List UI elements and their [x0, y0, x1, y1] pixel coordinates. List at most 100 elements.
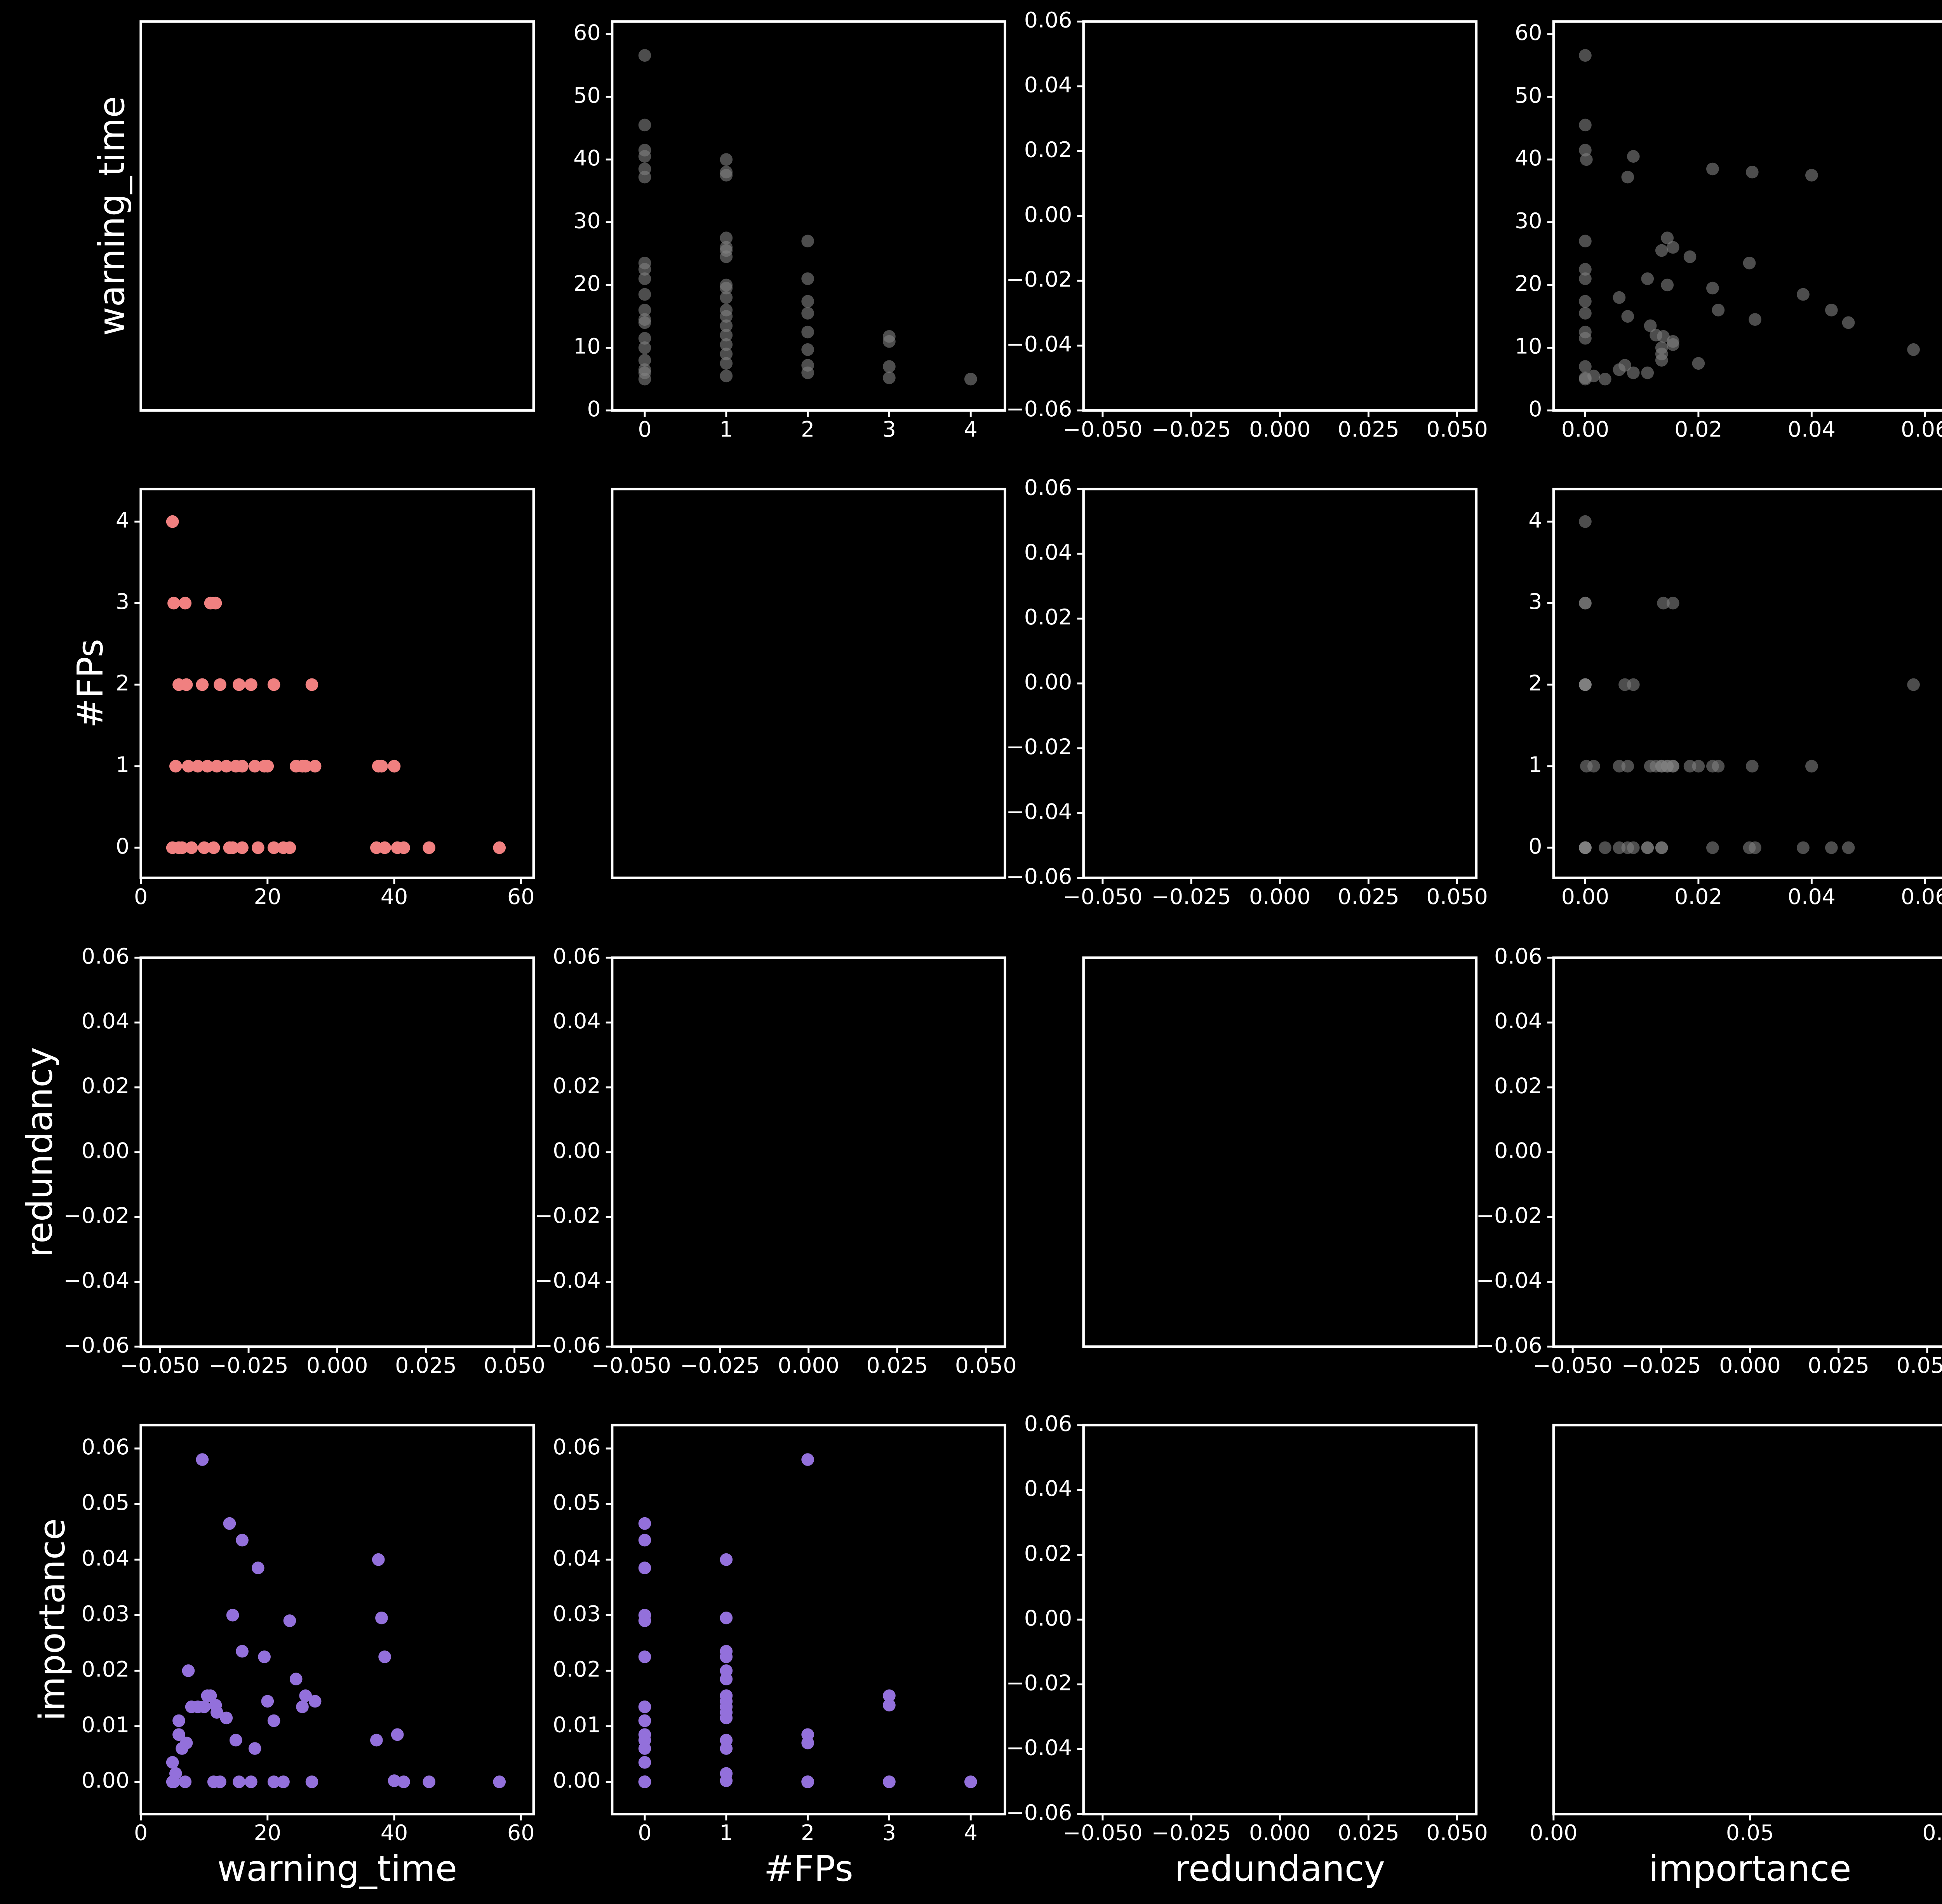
- y-tick-label: 20: [573, 271, 601, 296]
- point: [296, 1700, 309, 1713]
- x-tick-label: 60: [507, 885, 535, 909]
- point: [1749, 313, 1761, 326]
- x-tick-label: 0.04: [1788, 885, 1836, 909]
- point: [1641, 272, 1654, 285]
- point: [236, 1534, 249, 1547]
- point: [372, 1553, 385, 1566]
- y-tick-label: 40: [1515, 146, 1542, 171]
- point: [964, 372, 977, 386]
- point: [1805, 760, 1818, 773]
- point: [720, 338, 733, 351]
- point: [220, 760, 233, 773]
- point: [1613, 363, 1626, 376]
- x-tick-label: 0.025: [1338, 885, 1399, 909]
- axes-frame: [1082, 20, 1478, 412]
- x-tick-label: 40: [381, 1821, 408, 1846]
- x-tick-label: 0.050: [1426, 885, 1488, 909]
- point: [169, 1767, 182, 1780]
- point: [1692, 357, 1705, 370]
- point: [720, 1774, 733, 1787]
- point: [493, 841, 506, 854]
- point: [1842, 316, 1855, 329]
- point: [638, 1756, 651, 1769]
- point: [210, 760, 223, 773]
- point: [172, 1714, 185, 1727]
- point: [883, 1689, 896, 1702]
- point: [638, 1517, 651, 1530]
- point: [233, 1775, 245, 1788]
- point: [378, 1650, 391, 1663]
- x-tick-label: 0.050: [1426, 1821, 1488, 1846]
- point: [277, 1775, 290, 1788]
- point: [397, 841, 410, 854]
- y-tick-label: 10: [1515, 334, 1542, 359]
- point: [1644, 319, 1657, 332]
- point: [1706, 760, 1719, 773]
- y-tick-label: 0.06: [553, 1435, 600, 1460]
- point: [261, 1695, 274, 1708]
- x-tick-label: 0: [638, 417, 651, 442]
- point: [236, 1645, 249, 1658]
- x-tick-label: 1: [719, 1821, 733, 1846]
- y-tick-label: 60: [573, 21, 601, 45]
- point: [638, 1714, 651, 1727]
- point: [801, 295, 814, 308]
- point: [638, 162, 651, 176]
- point: [370, 1734, 383, 1747]
- point: [720, 357, 733, 370]
- point: [1797, 841, 1810, 854]
- x-tick-label: 0.06: [1901, 417, 1942, 442]
- point: [1661, 231, 1674, 245]
- x-tick-label: 60: [507, 1821, 535, 1846]
- point: [638, 332, 651, 345]
- point: [1579, 841, 1592, 854]
- point: [252, 841, 265, 854]
- point: [1706, 162, 1719, 176]
- point: [1667, 338, 1679, 351]
- point: [720, 165, 733, 179]
- y-tick-label: 0: [1528, 397, 1542, 422]
- point: [1657, 596, 1670, 610]
- y-tick-label: 1: [116, 753, 129, 777]
- point: [305, 678, 318, 691]
- point: [378, 841, 391, 854]
- point: [299, 1689, 312, 1702]
- point: [375, 1612, 388, 1624]
- x-tick-label: 0: [134, 885, 148, 909]
- y-tick-label: 0.04: [553, 1009, 600, 1034]
- point: [1627, 841, 1640, 854]
- point: [1579, 49, 1592, 62]
- x-tick-label: −0.025: [209, 1353, 288, 1378]
- point: [638, 144, 651, 156]
- point: [179, 596, 192, 610]
- x-tick-label: 0.050: [1426, 417, 1488, 442]
- point: [388, 1774, 401, 1787]
- point: [638, 1614, 651, 1627]
- point: [638, 1650, 651, 1663]
- point: [1579, 144, 1592, 156]
- point: [1627, 366, 1640, 379]
- point: [167, 596, 180, 610]
- y-tick-label: 30: [1515, 209, 1542, 233]
- point: [720, 319, 733, 332]
- axes-frame: [611, 1424, 1006, 1815]
- point: [226, 1608, 239, 1622]
- axes-frame: [1082, 487, 1478, 879]
- point: [305, 1775, 318, 1788]
- y-tick-label: 0.00: [1024, 202, 1072, 227]
- point: [1706, 841, 1719, 854]
- point: [1907, 678, 1920, 691]
- point: [1805, 169, 1818, 182]
- point: [1579, 118, 1592, 132]
- x-tick-label: 0.06: [1901, 885, 1942, 909]
- point: [236, 760, 249, 773]
- axes-frame: [611, 956, 1006, 1348]
- y-tick-label: 0.01: [553, 1713, 600, 1737]
- x-tick-label: 2: [801, 417, 814, 442]
- point: [720, 1612, 733, 1624]
- point: [801, 325, 814, 339]
- y-tick-label: 0.02: [82, 1074, 129, 1099]
- point: [1706, 282, 1719, 295]
- point: [883, 330, 896, 343]
- point: [638, 341, 651, 354]
